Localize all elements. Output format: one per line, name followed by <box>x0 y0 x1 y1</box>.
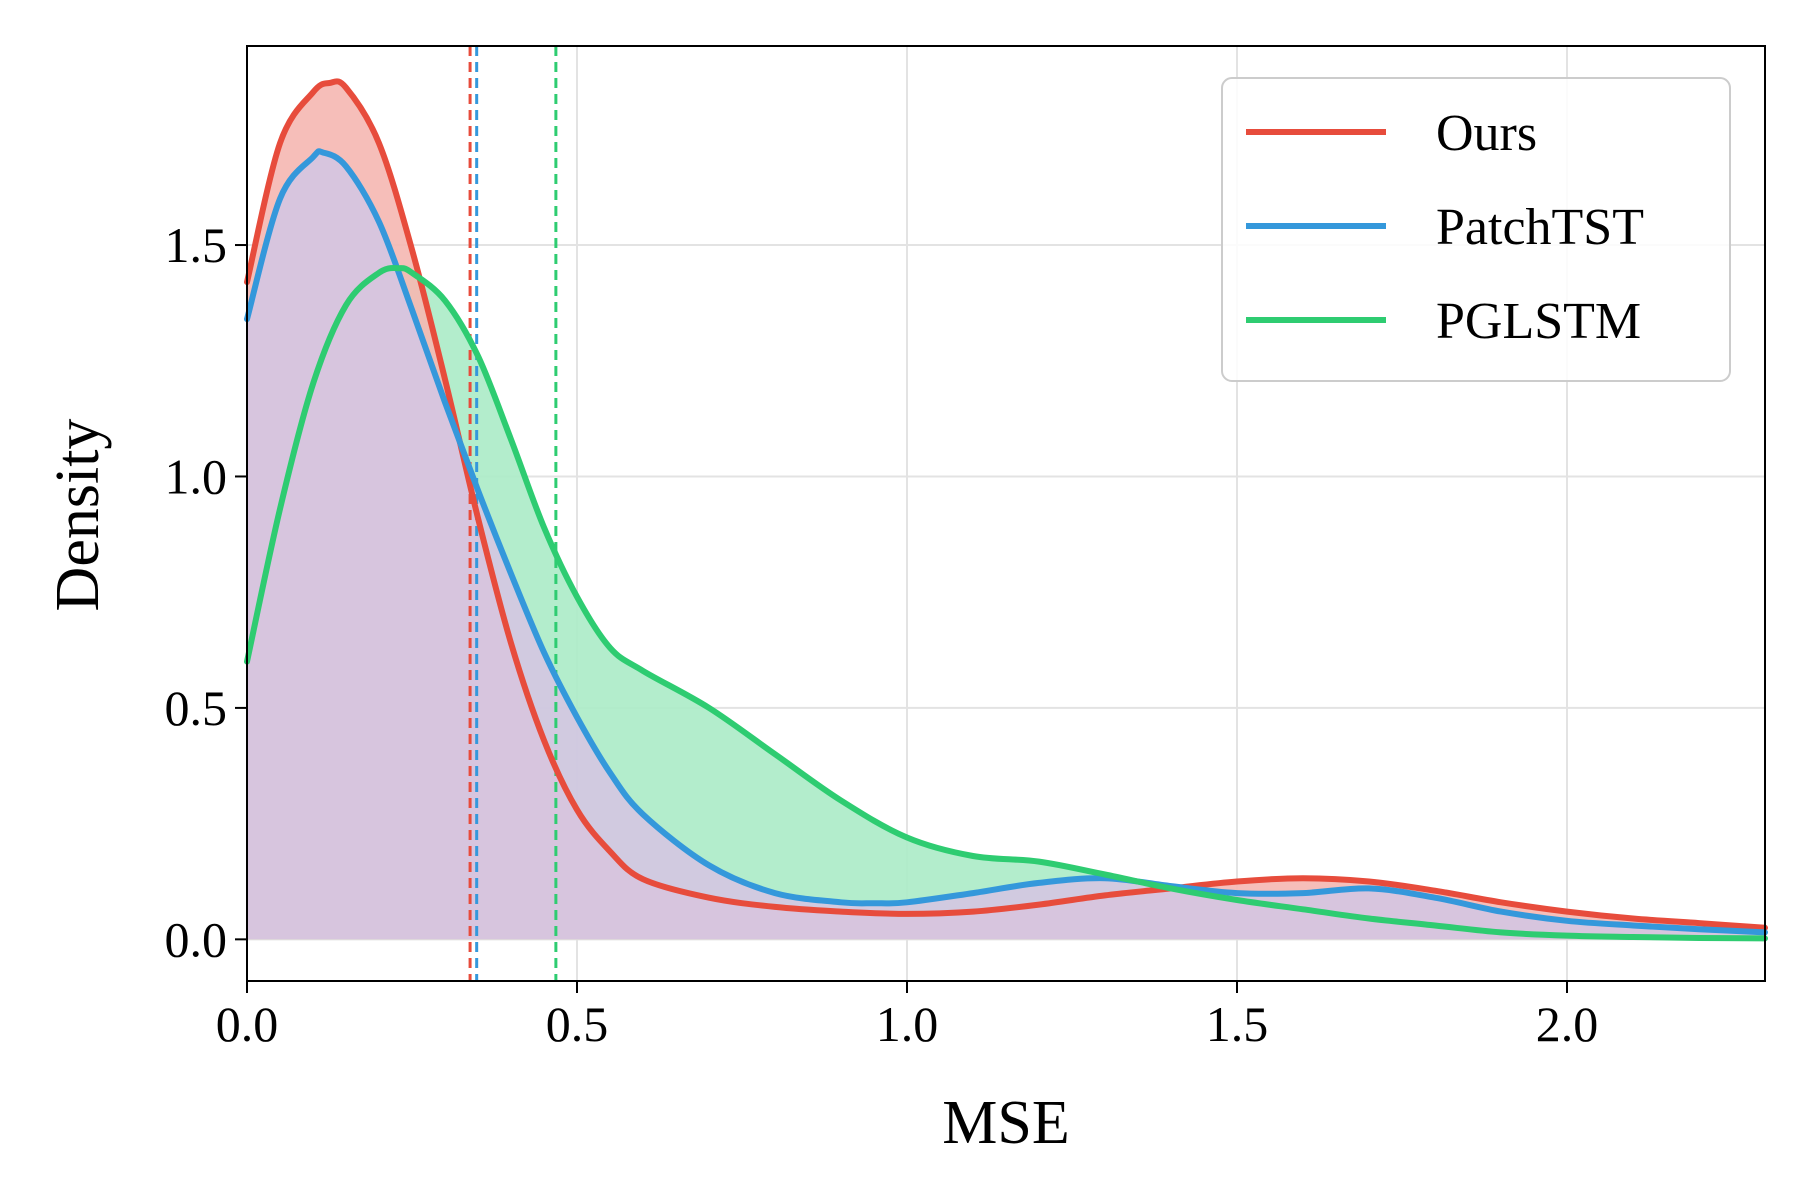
x-tick-label-4: 2.0 <box>1536 996 1599 1052</box>
y-tick-label-2: 1.0 <box>165 448 228 504</box>
y-tick-label-3: 1.5 <box>165 217 228 273</box>
density-curves <box>244 78 1768 942</box>
y-tick-label-1: 0.5 <box>165 680 228 736</box>
plot-frame <box>246 45 1766 982</box>
x-tick-label-1: 0.5 <box>546 996 609 1052</box>
y-axis-label: Density <box>44 419 112 612</box>
x-axis-label: MSE <box>942 1089 1069 1157</box>
curve-patchtst <box>244 148 1768 936</box>
area-fill-pglstm <box>247 268 1765 940</box>
x-tick-label-2: 1.0 <box>876 996 939 1052</box>
y-tick-label-0: 0.0 <box>165 911 228 967</box>
legend: Ours PatchTST PGLSTM <box>1221 77 1731 382</box>
curve-pglstm <box>244 265 1768 942</box>
area-fill-patchtst <box>247 151 1765 940</box>
legend-label-patchtst: PatchTST <box>1436 199 1644 256</box>
legend-label-pglstm: PGLSTM <box>1436 293 1641 350</box>
legend-label-ours: Ours <box>1436 105 1537 162</box>
legend-box <box>1221 77 1731 382</box>
density-fills <box>247 81 1765 940</box>
x-tick-label-3: 1.5 <box>1206 996 1269 1052</box>
curve-ours <box>244 78 1768 931</box>
y-axis-ticks: 0.0 0.5 1.0 1.5 <box>165 217 247 967</box>
x-axis-ticks: 0.0 0.5 1.0 1.5 2.0 <box>216 981 1599 1052</box>
x-tick-label-0: 0.0 <box>216 996 279 1052</box>
